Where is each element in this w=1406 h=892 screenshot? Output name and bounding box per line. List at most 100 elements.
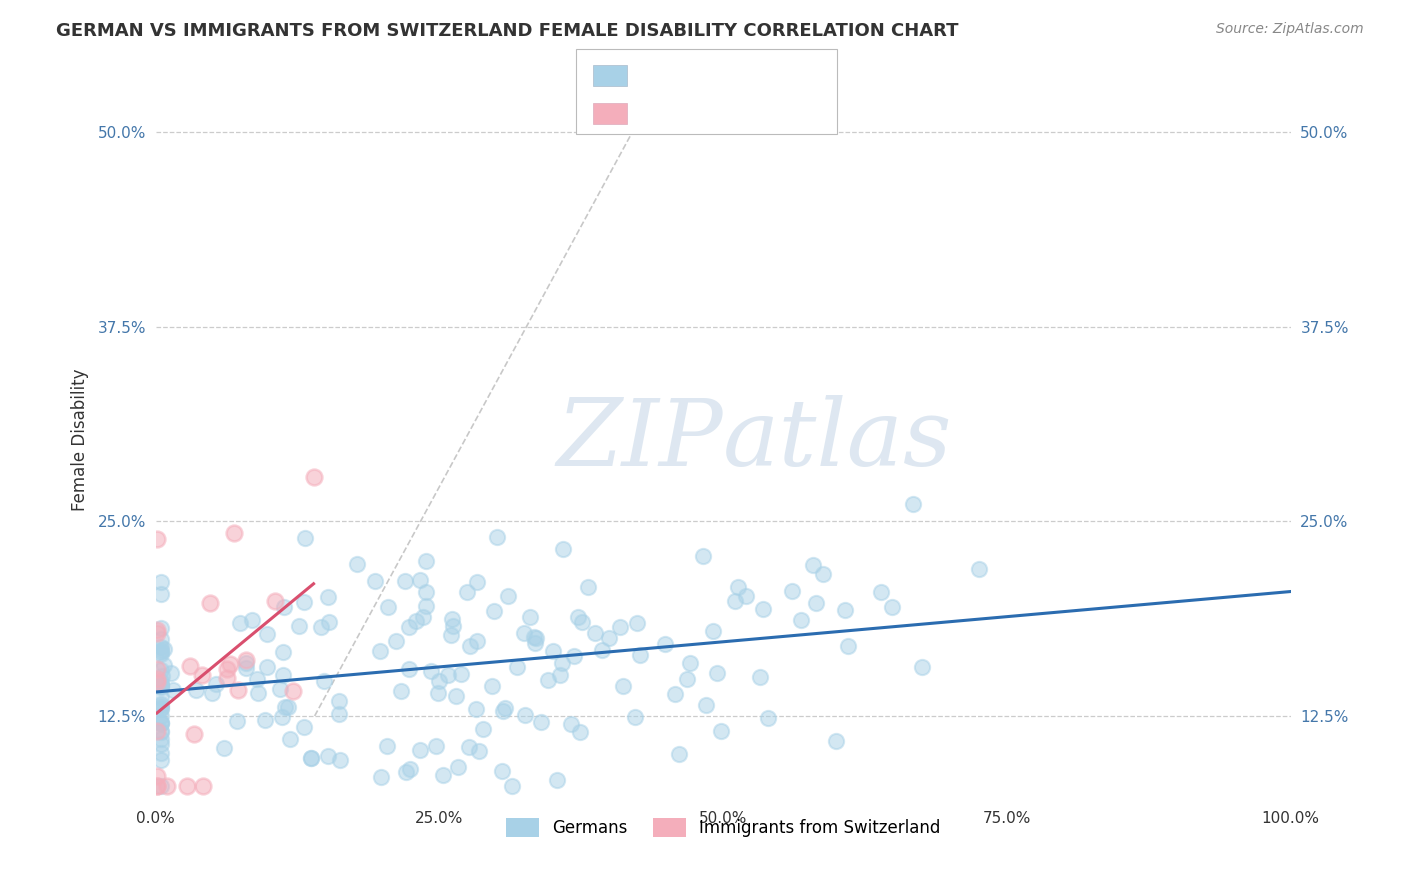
- Point: [150, 698, 173, 713]
- Point: [492, 704, 515, 718]
- Point: [229, 616, 252, 631]
- Point: [370, 770, 392, 784]
- Point: [496, 589, 519, 603]
- Text: atlas: atlas: [723, 394, 953, 484]
- Point: [553, 541, 575, 556]
- Point: [409, 743, 432, 757]
- Point: [591, 643, 613, 657]
- Point: [702, 624, 724, 639]
- Point: [150, 725, 173, 739]
- Point: [450, 667, 472, 681]
- Point: [146, 769, 169, 783]
- Point: [551, 657, 574, 671]
- Point: [150, 680, 173, 694]
- Point: [398, 662, 420, 676]
- Text: ZIP: ZIP: [557, 394, 723, 484]
- Point: [524, 631, 547, 645]
- Point: [626, 616, 648, 631]
- Point: [364, 574, 387, 588]
- Point: [801, 558, 824, 572]
- Point: [150, 779, 173, 793]
- Point: [271, 668, 294, 682]
- Point: [447, 760, 470, 774]
- Point: [299, 750, 322, 764]
- Point: [150, 575, 173, 590]
- Point: [398, 620, 420, 634]
- Point: [269, 682, 291, 697]
- Point: [562, 648, 585, 663]
- Point: [465, 574, 488, 589]
- Point: [328, 707, 350, 722]
- Point: [214, 740, 236, 755]
- Point: [146, 626, 169, 640]
- Point: [150, 673, 173, 688]
- Point: [224, 525, 246, 540]
- Point: [541, 644, 564, 658]
- Point: [292, 595, 315, 609]
- Point: [624, 710, 647, 724]
- Point: [150, 723, 173, 738]
- Point: [676, 673, 699, 687]
- Point: [184, 683, 207, 698]
- Point: [150, 678, 173, 692]
- Point: [482, 604, 505, 618]
- Point: [274, 700, 297, 714]
- Point: [576, 580, 599, 594]
- Legend: Germans, Immigrants from Switzerland: Germans, Immigrants from Switzerland: [499, 812, 948, 844]
- Point: [837, 639, 859, 653]
- Point: [385, 633, 408, 648]
- Point: [425, 739, 447, 753]
- Point: [494, 701, 516, 715]
- Point: [695, 698, 717, 713]
- Point: [201, 686, 224, 700]
- Point: [302, 470, 325, 484]
- Point: [146, 533, 169, 547]
- Point: [235, 661, 257, 675]
- Point: [679, 656, 702, 670]
- Point: [225, 714, 247, 728]
- Point: [146, 673, 169, 687]
- Point: [444, 689, 467, 703]
- Point: [150, 738, 173, 752]
- Point: [780, 584, 803, 599]
- Point: [309, 620, 332, 634]
- Point: [217, 671, 239, 685]
- Point: [368, 644, 391, 658]
- Point: [486, 530, 509, 544]
- Point: [880, 599, 903, 614]
- Point: [441, 618, 464, 632]
- Point: [150, 715, 173, 730]
- Point: [150, 701, 173, 715]
- Point: [560, 717, 582, 731]
- Point: [263, 594, 285, 608]
- Point: [598, 632, 620, 646]
- Point: [183, 727, 205, 741]
- Point: [394, 574, 416, 589]
- Point: [583, 625, 606, 640]
- Point: [806, 596, 828, 610]
- Point: [813, 566, 835, 581]
- Point: [294, 531, 316, 545]
- Point: [191, 779, 214, 793]
- Point: [546, 773, 568, 788]
- Point: [277, 700, 299, 714]
- Point: [235, 656, 257, 670]
- Point: [299, 750, 322, 764]
- Point: [468, 744, 491, 758]
- Point: [749, 670, 772, 684]
- Point: [519, 610, 541, 624]
- Point: [150, 746, 173, 760]
- Point: [346, 557, 368, 571]
- Point: [204, 676, 226, 690]
- Point: [458, 639, 481, 653]
- Point: [427, 673, 450, 688]
- Point: [200, 596, 222, 610]
- Point: [278, 731, 301, 746]
- Point: [481, 680, 503, 694]
- Point: [834, 603, 856, 617]
- Point: [179, 659, 201, 673]
- Point: [472, 723, 495, 737]
- Point: [501, 779, 523, 793]
- Point: [456, 585, 478, 599]
- Point: [153, 658, 176, 673]
